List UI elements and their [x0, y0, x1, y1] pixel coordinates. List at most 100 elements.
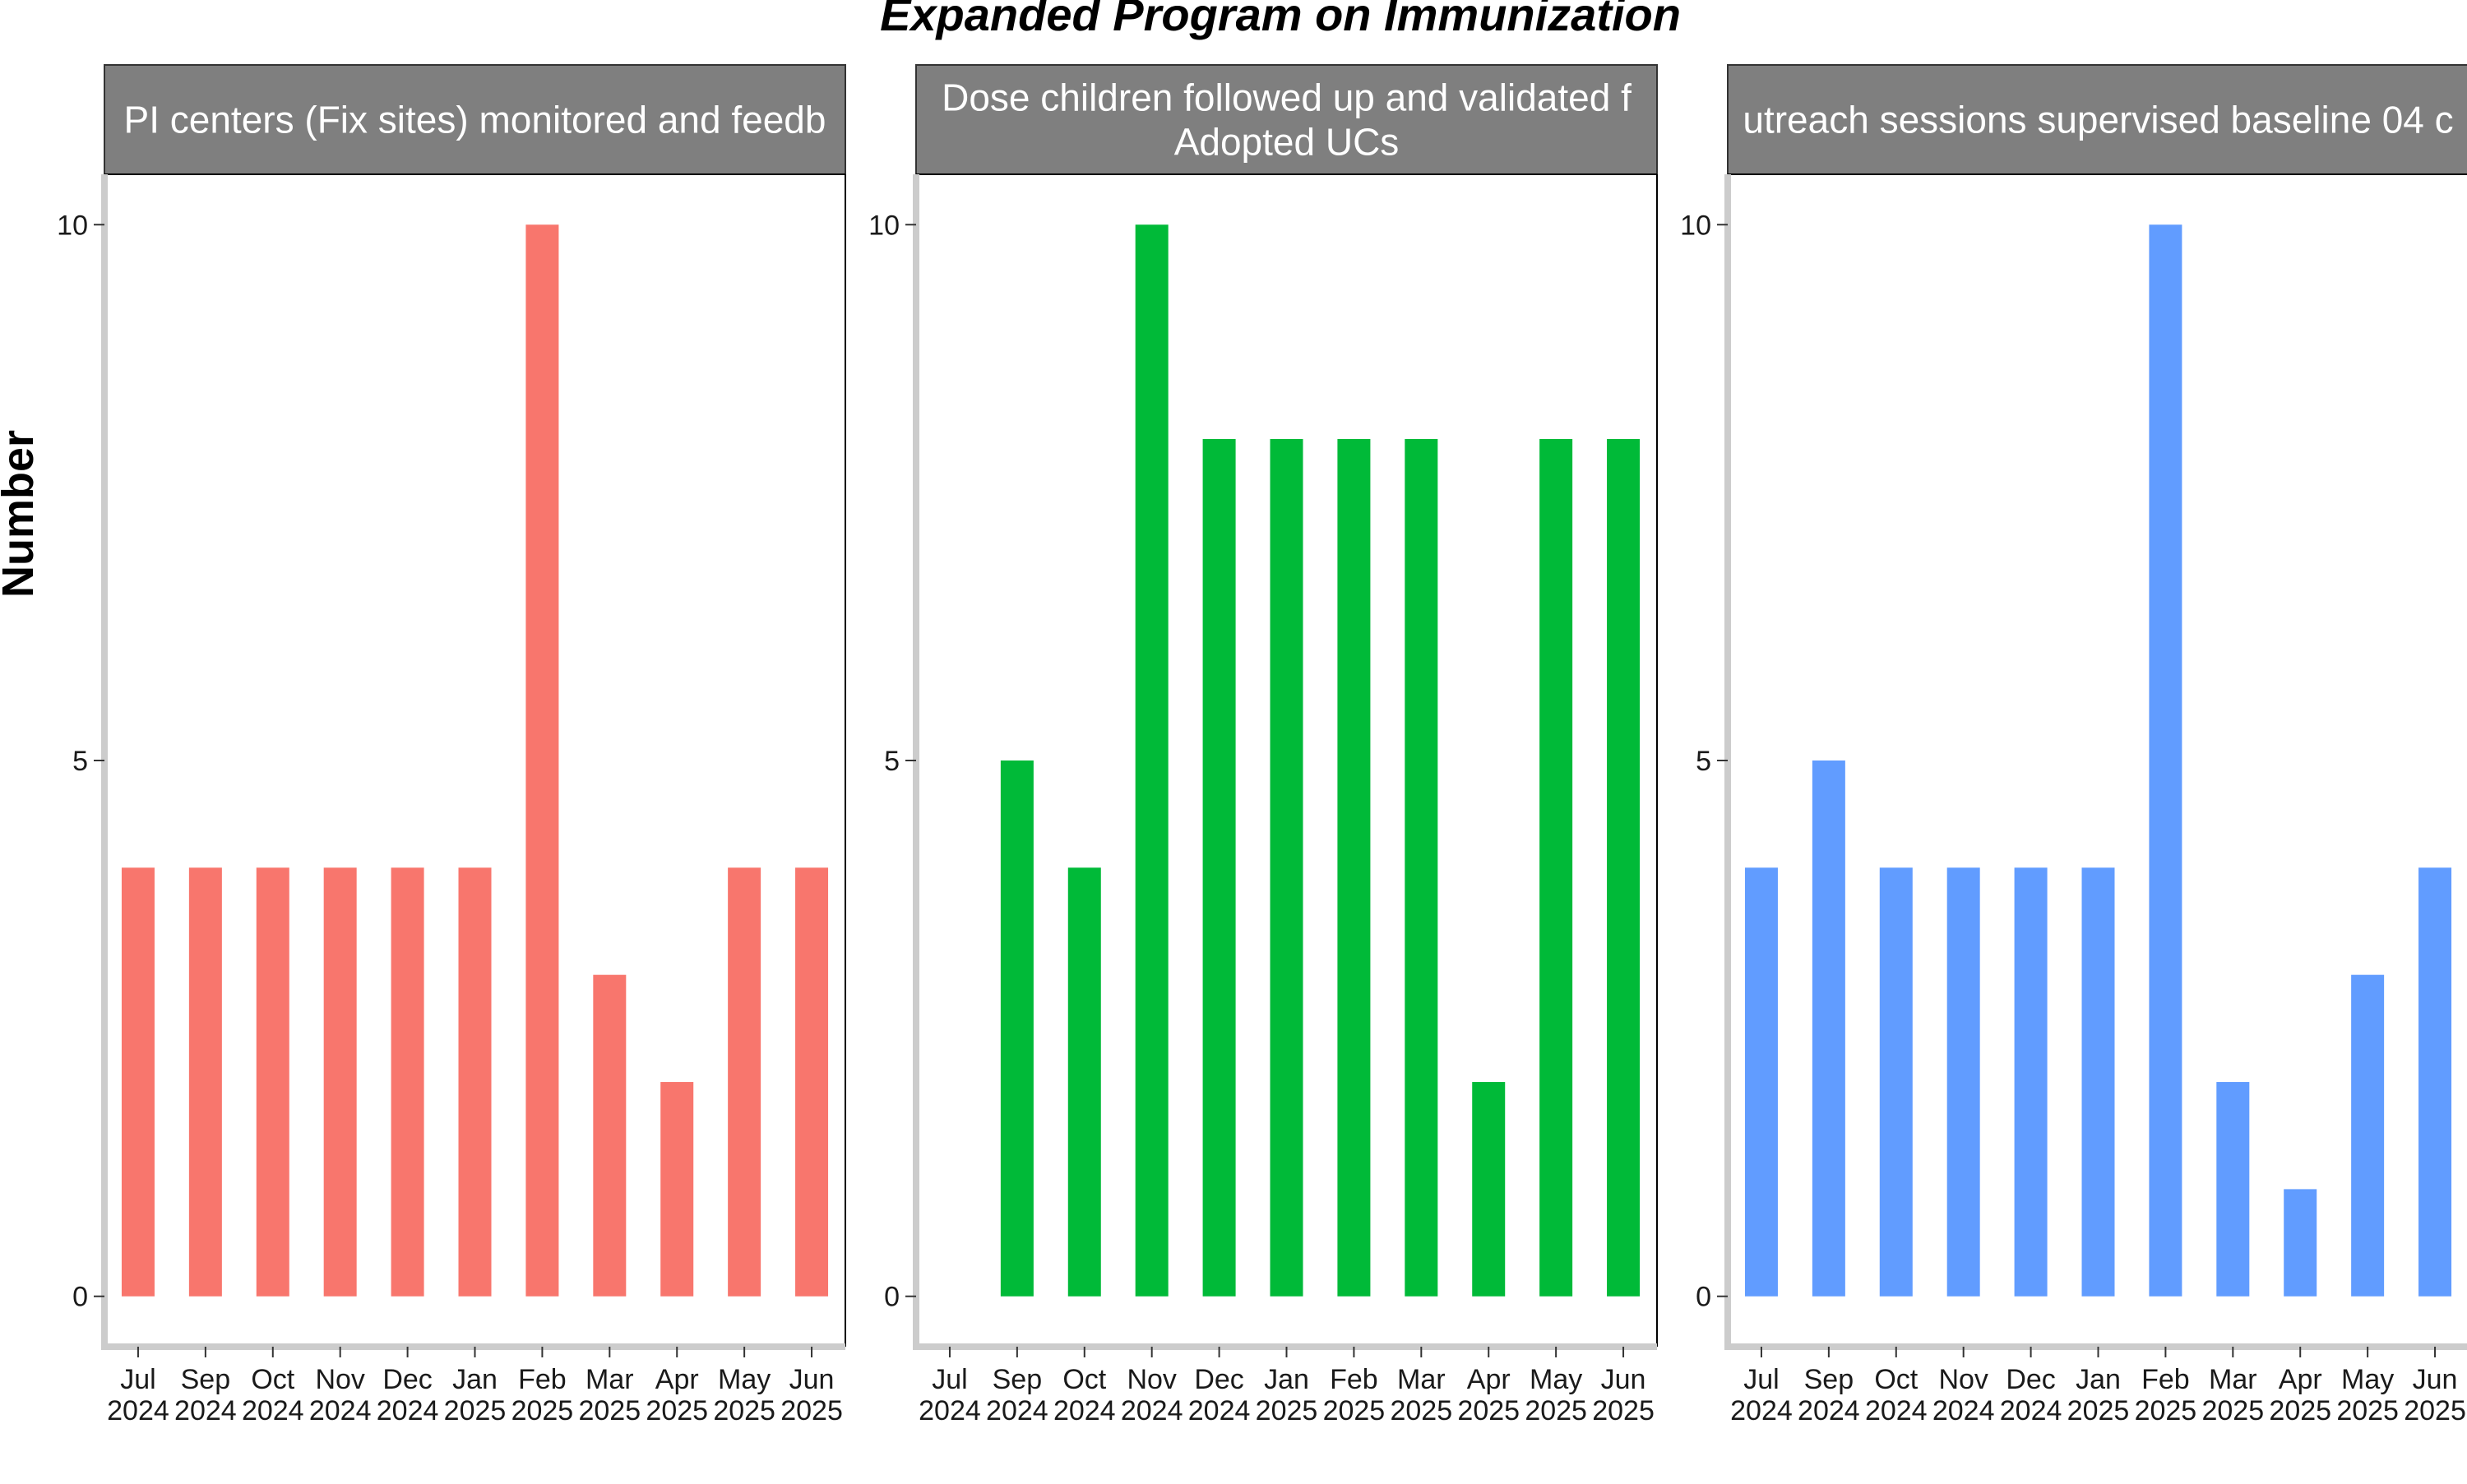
x-tick-label-year: 2024 — [1932, 1395, 1995, 1426]
x-tick-label-year: 2025 — [1525, 1395, 1587, 1426]
x-tick-label-month: Sep — [993, 1364, 1043, 1395]
x-tick-label-month: Jul — [1743, 1364, 1779, 1395]
x-tick-label-year: 2025 — [1323, 1395, 1386, 1426]
x-tick-label-month: Jan — [1264, 1364, 1309, 1395]
bar — [1270, 438, 1303, 1297]
x-tick-label-year: 2024 — [1188, 1395, 1251, 1426]
x-tick-label-year: 2024 — [1730, 1395, 1793, 1426]
facet-strip — [915, 64, 1658, 175]
bar — [391, 867, 424, 1297]
y-tick-label: 10 — [868, 210, 900, 241]
x-tick-label-month: Jul — [932, 1364, 967, 1395]
chart-title: Expanded Program on Immunization — [880, 0, 1681, 40]
facet-strip — [1727, 64, 2467, 175]
bar — [1946, 867, 1980, 1297]
y-tick-label: 5 — [884, 746, 900, 777]
bar — [1879, 867, 1913, 1297]
bar — [1812, 760, 1845, 1297]
bar — [728, 867, 761, 1297]
x-tick-label-month: Apr — [1467, 1364, 1511, 1395]
bar — [1405, 438, 1438, 1297]
bar — [1744, 867, 1778, 1297]
x-tick-label-month: Dec — [1194, 1364, 1243, 1395]
x-tick-label-month: Nov — [315, 1364, 364, 1395]
bar — [2149, 224, 2182, 1297]
x-tick-label-month: Nov — [1127, 1364, 1176, 1395]
x-tick-label-year: 2025 — [2404, 1395, 2466, 1426]
x-tick-label-month: Feb — [518, 1364, 567, 1395]
x-tick-label-year: 2025 — [2135, 1395, 2197, 1426]
x-tick-label-year: 2024 — [1865, 1395, 1928, 1426]
x-tick-label-month: Jan — [452, 1364, 498, 1395]
bar — [2351, 974, 2385, 1297]
y-tick-label: 5 — [72, 746, 88, 777]
x-tick-label-year: 2025 — [1256, 1395, 1318, 1426]
x-tick-label-year: 2025 — [578, 1395, 641, 1426]
facet-strip-label: utreach sessions supervised baseline 04 … — [1743, 99, 2453, 141]
bar — [1000, 760, 1034, 1297]
x-tick-label-year: 2024 — [377, 1395, 439, 1426]
x-tick-label-month: Jul — [120, 1364, 155, 1395]
x-tick-label-month: Mar — [2209, 1364, 2257, 1395]
x-tick-label-month: Jun — [2413, 1364, 2458, 1395]
bar — [2418, 867, 2452, 1297]
x-tick-label-month: Feb — [1330, 1364, 1378, 1395]
x-tick-label-year: 2024 — [1121, 1395, 1183, 1426]
x-tick-label-month: Jun — [789, 1364, 835, 1395]
y-tick-label: 5 — [1696, 746, 1711, 777]
bar — [188, 867, 222, 1297]
x-tick-label-month: Feb — [2141, 1364, 2190, 1395]
x-tick-label-year: 2025 — [1390, 1395, 1452, 1426]
x-tick-label-year: 2025 — [713, 1395, 775, 1426]
y-tick-label: 0 — [1696, 1282, 1711, 1313]
x-tick-label-year: 2025 — [444, 1395, 507, 1426]
x-tick-label-year: 2024 — [1053, 1395, 1116, 1426]
bar — [593, 974, 627, 1297]
y-tick-label: 0 — [884, 1282, 900, 1313]
x-tick-label-month: Oct — [1874, 1364, 1918, 1395]
x-tick-label-month: Jan — [2076, 1364, 2121, 1395]
x-tick-label-month: Dec — [382, 1364, 432, 1395]
bar — [2284, 1189, 2317, 1297]
y-tick-label: 10 — [57, 210, 88, 241]
facet-panel-3: utreach sessions supervised baseline 04 … — [1680, 64, 2467, 1426]
x-tick-label-month: Apr — [2279, 1364, 2322, 1395]
x-tick-label-month: Dec — [2006, 1364, 2055, 1395]
bar — [1539, 438, 1573, 1297]
x-tick-label-month: Mar — [586, 1364, 634, 1395]
x-tick-label-month: Sep — [181, 1364, 231, 1395]
bar — [1202, 438, 1236, 1297]
facet-strip-label: Adopted UCs — [1174, 121, 1400, 164]
facet-strip — [104, 64, 846, 175]
x-tick-label-month: May — [718, 1364, 771, 1395]
x-tick-label-month: Sep — [1804, 1364, 1854, 1395]
x-tick-label-month: Mar — [1397, 1364, 1446, 1395]
x-tick-label-year: 2025 — [780, 1395, 843, 1426]
bar — [2081, 867, 2115, 1297]
x-tick-label-year: 2024 — [919, 1395, 981, 1426]
x-tick-label-year: 2024 — [309, 1395, 372, 1426]
facet-panels: PI centers (Fix sites) monitored and fee… — [57, 64, 2467, 1426]
x-tick-label-year: 2024 — [174, 1395, 237, 1426]
bar — [323, 867, 357, 1297]
x-tick-label-year: 2024 — [242, 1395, 304, 1426]
bar — [2216, 1082, 2250, 1297]
x-tick-label-month: Oct — [1062, 1364, 1106, 1395]
bar — [121, 867, 155, 1297]
x-tick-label-year: 2025 — [1457, 1395, 1520, 1426]
x-tick-label-year: 2024 — [986, 1395, 1048, 1426]
x-tick-label-year: 2024 — [107, 1395, 169, 1426]
facet-panel-2: Dose children followed up and validated … — [868, 64, 1658, 1426]
x-tick-label-month: May — [2341, 1364, 2394, 1395]
facet-strip-label: Dose children followed up and validated … — [942, 76, 1632, 119]
x-tick-label-year: 2025 — [2067, 1395, 2130, 1426]
x-tick-label-year: 2025 — [2336, 1395, 2399, 1426]
bar — [1135, 224, 1169, 1297]
facet-strip-label: PI centers (Fix sites) monitored and fee… — [124, 99, 826, 141]
x-tick-label-month: May — [1530, 1364, 1582, 1395]
y-tick-label: 0 — [72, 1282, 88, 1313]
x-tick-label-month: Oct — [251, 1364, 294, 1395]
bar — [458, 867, 492, 1297]
bar — [660, 1082, 694, 1297]
